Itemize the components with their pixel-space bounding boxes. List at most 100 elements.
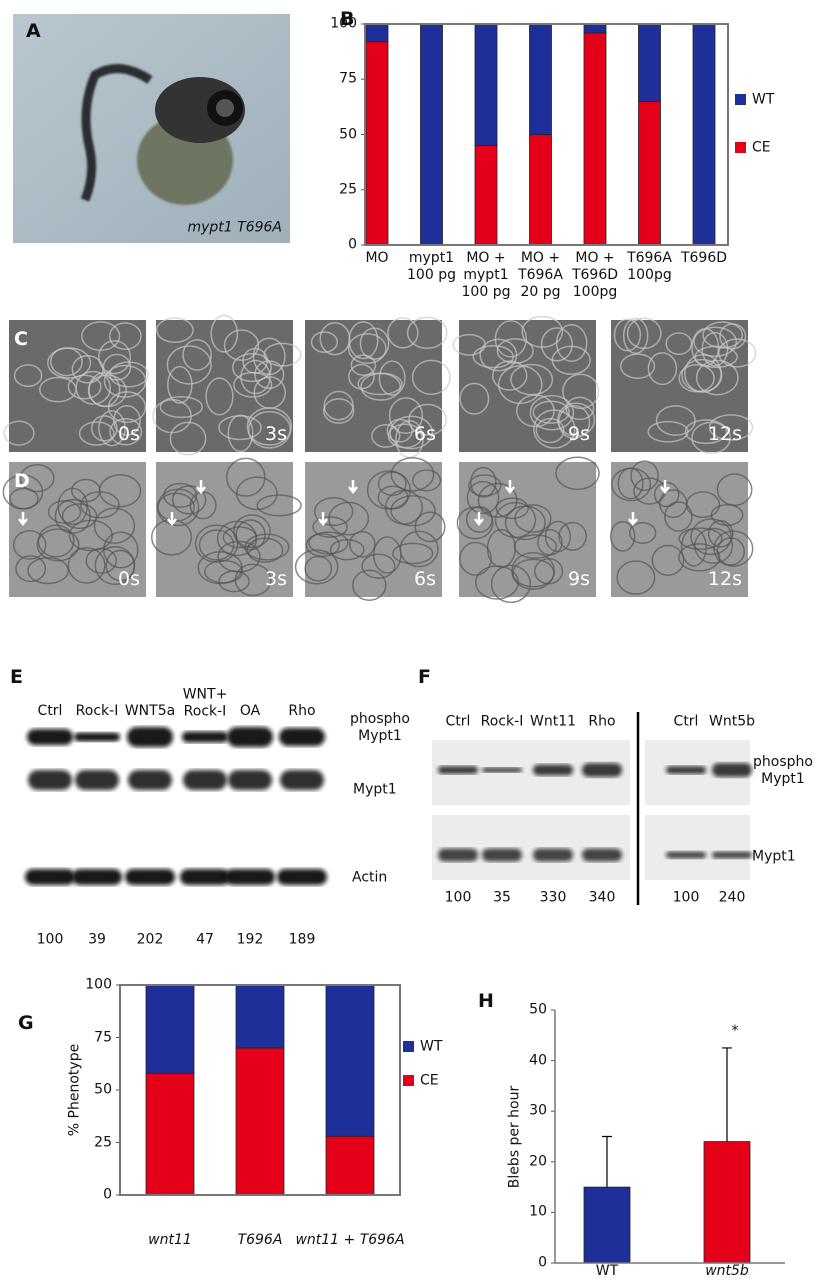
cell — [350, 354, 377, 377]
cell — [78, 421, 115, 446]
blot-membrane — [645, 815, 750, 880]
cell — [388, 397, 424, 435]
blot-band — [666, 851, 706, 859]
quantification: 189 — [288, 931, 316, 948]
blot-band — [28, 770, 72, 790]
y-tick-label: 50 — [94, 1081, 112, 1098]
cell — [253, 376, 287, 409]
y-axis-label: % Phenotype — [66, 1043, 83, 1137]
bar-segment — [235, 1047, 285, 1196]
cell — [105, 549, 136, 582]
arrow — [474, 512, 484, 527]
row-label: phospho Mypt1 — [350, 711, 410, 744]
legend-swatch — [735, 142, 746, 153]
cell — [647, 352, 678, 386]
lane-label: Ctrl — [445, 713, 471, 730]
cell — [15, 555, 47, 583]
blot-band — [280, 770, 324, 790]
blot-band — [228, 770, 272, 790]
bar — [583, 1186, 631, 1264]
cell — [13, 364, 43, 388]
cell — [371, 423, 401, 448]
bar-segment — [235, 984, 285, 1049]
blot-band — [225, 869, 275, 885]
row-label: Mypt1 — [353, 781, 397, 798]
cell — [194, 524, 239, 563]
cell — [406, 316, 448, 349]
arrow — [318, 512, 328, 527]
bar-segment — [365, 41, 389, 246]
panel-label: F — [418, 666, 431, 688]
blot-band — [227, 727, 273, 747]
quantification: 47 — [196, 931, 214, 948]
cell — [389, 415, 434, 450]
row-label: phospho Mypt1 — [753, 754, 813, 787]
cell — [609, 521, 636, 552]
cell — [492, 360, 528, 391]
cell — [347, 333, 387, 365]
cell — [256, 494, 302, 517]
y-tick-label: 100 — [330, 15, 357, 32]
bar-segment — [638, 100, 661, 246]
cell — [75, 370, 112, 405]
quantification: 100 — [672, 889, 700, 906]
lane-label: WNT+ Rock-I — [182, 686, 228, 720]
significance-label: * — [731, 1023, 739, 1040]
cell — [312, 516, 348, 538]
cell — [349, 530, 376, 558]
cell — [12, 530, 47, 560]
time-label: 6s — [414, 423, 436, 446]
blot-band — [277, 869, 327, 885]
cell — [456, 506, 494, 540]
cell — [529, 394, 575, 431]
cell — [558, 521, 587, 551]
time-lapse-frames — [2, 314, 757, 604]
lane-label: Ctrl — [37, 703, 63, 720]
cell — [71, 354, 104, 384]
panel-label: G — [18, 1012, 34, 1034]
cell — [378, 360, 406, 396]
blot-band — [72, 869, 122, 885]
cell — [198, 529, 235, 561]
cell — [323, 390, 354, 421]
plot-frame — [119, 984, 401, 1196]
cell — [9, 487, 39, 510]
cell — [109, 417, 143, 446]
y-tick-label: 30 — [529, 1102, 547, 1119]
panel-label: D — [14, 470, 30, 492]
cell — [246, 537, 284, 563]
cell — [620, 353, 656, 379]
cell — [107, 391, 147, 424]
cell — [678, 527, 723, 550]
arrow — [348, 480, 358, 495]
arrow — [505, 480, 515, 495]
cell — [495, 497, 529, 520]
cell — [308, 531, 349, 555]
cell — [557, 402, 596, 437]
blot-band — [712, 763, 752, 777]
cell — [678, 364, 715, 393]
cell — [205, 377, 234, 416]
cell — [323, 398, 355, 424]
plot-frame — [364, 23, 729, 246]
legend-swatch — [403, 1075, 414, 1086]
cell — [469, 466, 497, 498]
quantification: 192 — [236, 931, 264, 948]
blot-band — [533, 764, 573, 776]
cell — [67, 546, 106, 584]
cell — [678, 543, 721, 572]
cell — [565, 396, 595, 421]
cell — [664, 501, 693, 532]
bar-segment — [474, 145, 498, 246]
cell — [695, 359, 739, 396]
blot-band — [666, 766, 706, 774]
lane-label: Rock-I — [480, 713, 524, 730]
x-tick-label: wnt5b — [705, 1263, 749, 1279]
x-tick-label: T696A — [237, 1232, 283, 1248]
legend-label: WT — [752, 91, 775, 108]
cell — [617, 467, 644, 500]
quantification: 202 — [136, 931, 164, 948]
cell — [182, 339, 212, 371]
